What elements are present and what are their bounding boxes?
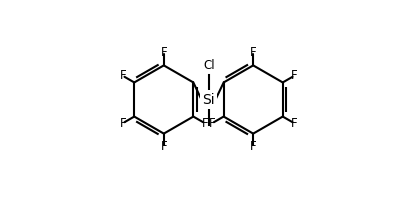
Text: F: F — [250, 46, 256, 59]
Text: F: F — [291, 117, 297, 130]
Text: F: F — [250, 140, 256, 153]
Text: F: F — [161, 46, 167, 59]
Text: F: F — [120, 117, 126, 130]
Text: Cl: Cl — [204, 59, 216, 71]
Text: F: F — [120, 69, 126, 82]
Text: Si: Si — [202, 93, 215, 106]
Text: F: F — [291, 69, 297, 82]
Text: F: F — [209, 117, 216, 130]
Text: F: F — [201, 117, 208, 130]
Text: F: F — [161, 140, 167, 153]
